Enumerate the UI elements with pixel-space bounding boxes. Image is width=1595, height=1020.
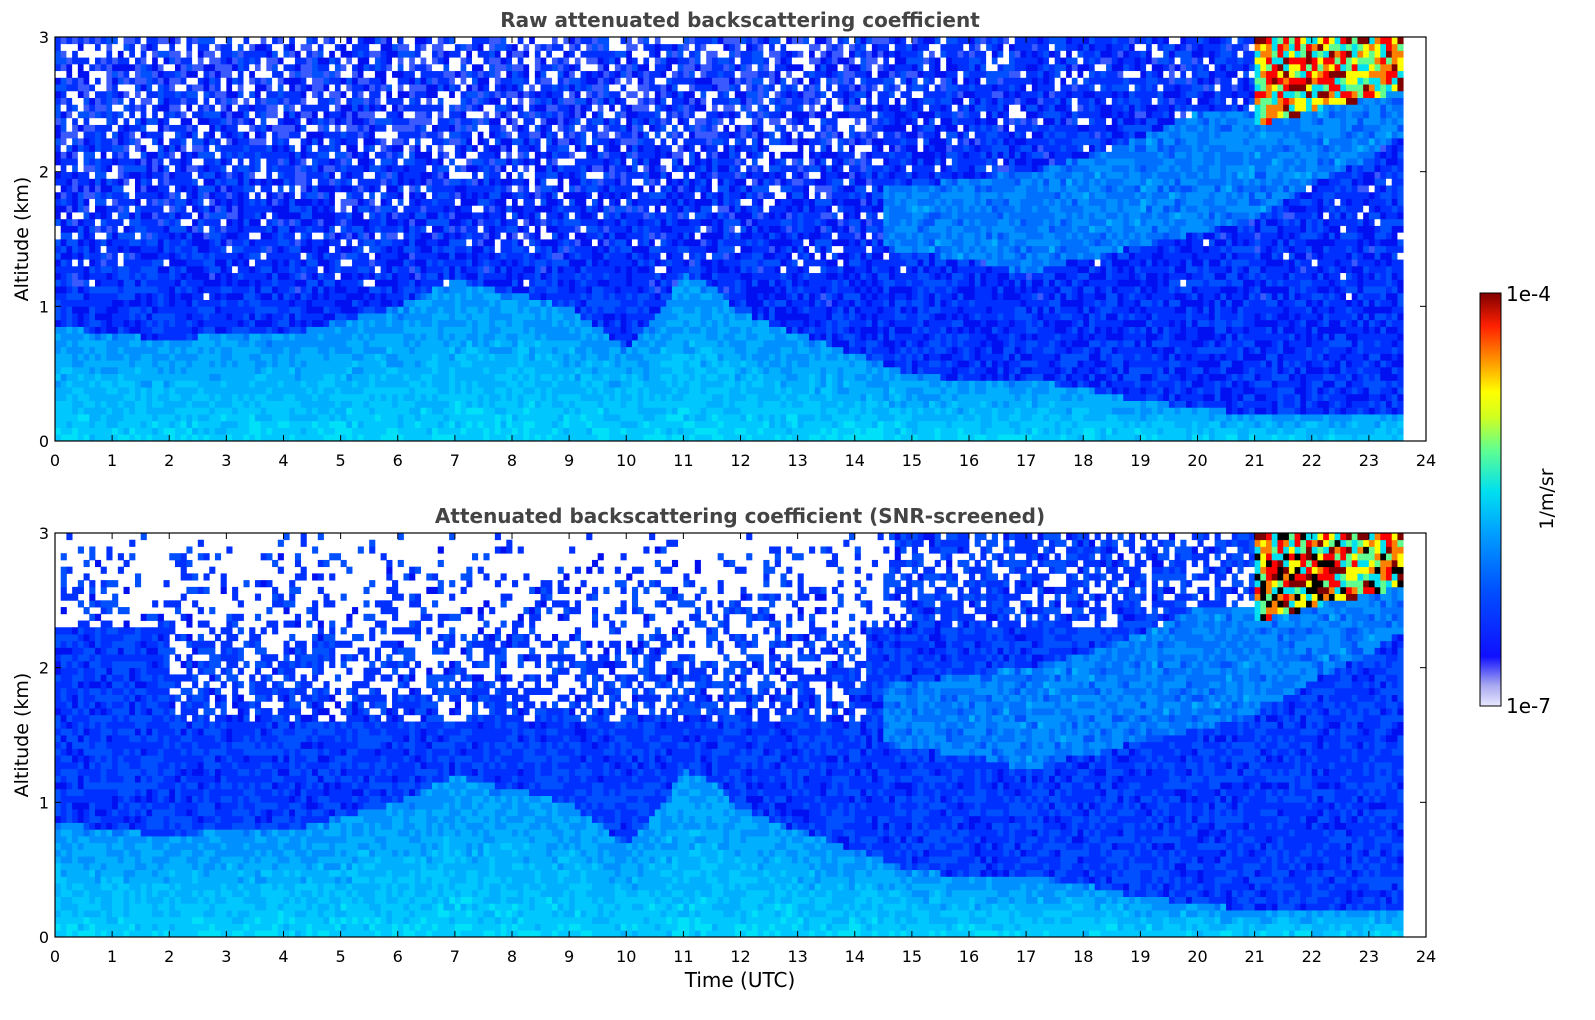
x-tick-label: 19 [1130,451,1150,470]
x-tick-label: 15 [902,947,922,966]
figure: Raw attenuated backscattering coefficien… [0,0,1595,1020]
y-tick-label: 1 [39,297,49,316]
x-tick-label: 6 [393,451,403,470]
x-tick-label: 7 [450,451,460,470]
x-tick-label: 15 [902,451,922,470]
x-tick-label: 2 [164,451,174,470]
x-tick-label: 8 [507,451,517,470]
x-tick-label: 20 [1187,451,1207,470]
x-tick-label: 13 [787,451,807,470]
y-tick-label: 3 [39,524,49,543]
backscatter-heatmap [55,37,1404,441]
y-axis-label: Altitude (km) [11,177,33,302]
x-tick-label: 11 [673,451,693,470]
x-tick-label: 5 [336,451,346,470]
x-tick-label: 19 [1130,947,1150,966]
x-tick-label: 12 [730,451,750,470]
x-tick-label: 5 [336,947,346,966]
x-tick-label: 17 [1016,451,1036,470]
x-tick-label: 23 [1359,451,1379,470]
colorbar: 1e-4 1e-7 1/m/sr [1480,282,1558,718]
y-axis-label: Altitude (km) [11,673,33,798]
x-tick-label: 3 [221,947,231,966]
x-tick-label: 21 [1244,947,1264,966]
x-tick-label: 13 [787,947,807,966]
x-tick-label: 24 [1416,451,1436,470]
y-tick-label: 3 [39,28,49,47]
y-tick-label: 0 [39,432,49,451]
x-tick-label: 0 [50,451,60,470]
raw-backscatter-panel: Raw attenuated backscattering coefficien… [11,8,1436,470]
y-tick-label: 0 [39,928,49,947]
x-tick-label: 18 [1073,451,1093,470]
x-tick-label: 22 [1302,947,1322,966]
x-tick-label: 3 [221,451,231,470]
x-tick-label: 21 [1244,451,1264,470]
y-tick-label: 1 [39,793,49,812]
x-tick-label: 18 [1073,947,1093,966]
colorbar-min-label: 1e-7 [1506,694,1551,718]
x-tick-label: 16 [959,451,979,470]
x-tick-label: 10 [616,947,636,966]
x-tick-label: 0 [50,947,60,966]
x-tick-label: 23 [1359,947,1379,966]
x-tick-label: 17 [1016,947,1036,966]
x-tick-label: 2 [164,947,174,966]
x-tick-label: 6 [393,947,403,966]
x-tick-label: 22 [1302,451,1322,470]
x-tick-label: 4 [278,947,288,966]
colorbar-unit-label: 1/m/sr [1536,468,1558,529]
colorbar-max-label: 1e-4 [1506,282,1551,306]
x-tick-label: 10 [616,451,636,470]
x-tick-label: 11 [673,947,693,966]
colorbar-gradient [1480,293,1501,706]
x-axis-label: Time (UTC) [684,968,796,992]
x-tick-label: 4 [278,451,288,470]
chart-title: Raw attenuated backscattering coefficien… [500,8,980,32]
y-tick-label: 2 [39,163,49,182]
x-tick-label: 24 [1416,947,1436,966]
x-tick-label: 1 [107,451,117,470]
x-tick-label: 9 [564,451,574,470]
x-tick-label: 16 [959,947,979,966]
y-tick-label: 2 [39,659,49,678]
x-tick-label: 14 [845,947,865,966]
x-tick-label: 7 [450,947,460,966]
snr-screened-panel: Attenuated backscattering coefficient (S… [11,504,1436,992]
chart-title: Attenuated backscattering coefficient (S… [435,504,1045,528]
x-tick-label: 1 [107,947,117,966]
x-tick-label: 12 [730,947,750,966]
x-tick-label: 14 [845,451,865,470]
x-tick-label: 9 [564,947,574,966]
x-tick-label: 8 [507,947,517,966]
x-tick-label: 20 [1187,947,1207,966]
